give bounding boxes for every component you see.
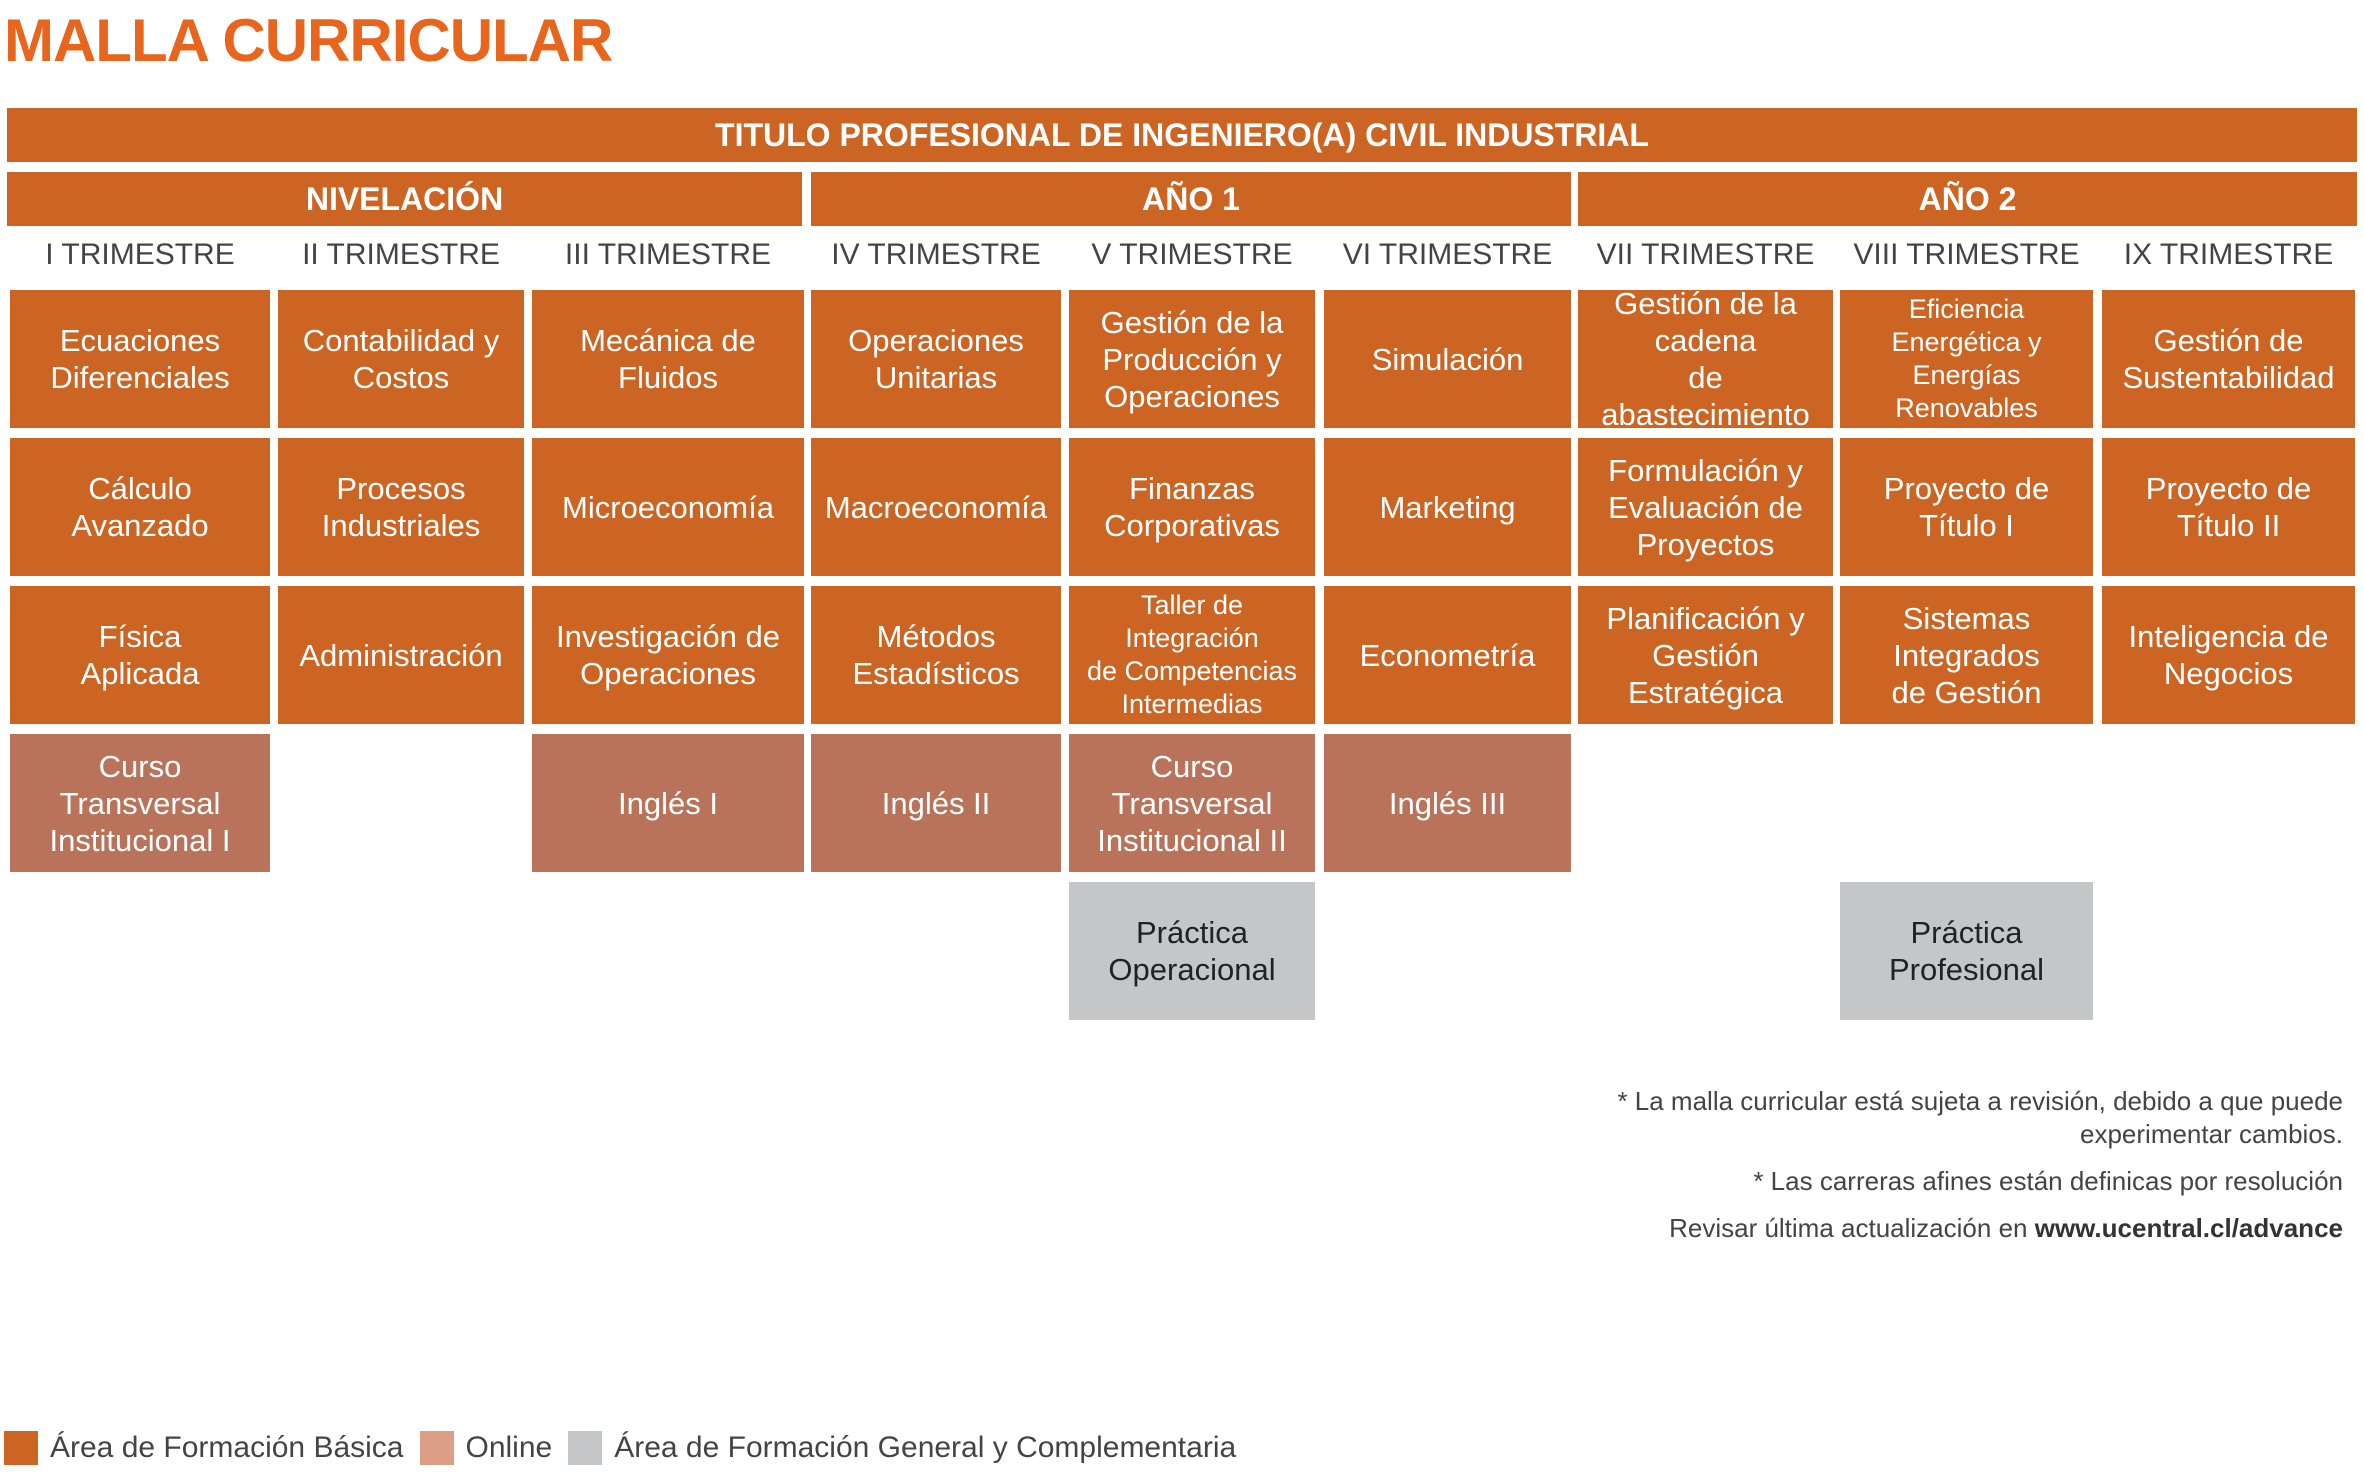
note-resolution: * Las carreras afines están definicas po… [1753, 1166, 2343, 1196]
legend-item-basica: Área de Formación Básica [4, 1431, 404, 1465]
course-formulacion-y-evaluacion-de-proyectos: Formulación y Evaluación de Proyectos [1578, 438, 1833, 576]
course-gestion-de-la-produccion-y-operaciones: Gestión de la Producción y Operaciones [1069, 290, 1315, 428]
course-calculo-avanzado: Cálculo Avanzado [10, 438, 270, 576]
legend-swatch-online [419, 1431, 454, 1465]
course-ingles-iii: Inglés III [1324, 734, 1571, 872]
legend-label-general: Área de Formación General y Complementar… [614, 1431, 1237, 1464]
course-taller-de-integracion-de-competencias-intermedias: Taller de Integración de Competencias In… [1069, 586, 1315, 724]
course-proyecto-de-titulo-i: Proyecto de Título I [1840, 438, 2093, 576]
course-metodos-estadisticos: Métodos Estadísticos [811, 586, 1061, 724]
term-label-2: II TRIMESTRE [302, 238, 500, 271]
course-mecanica-de-fluidos: Mecánica de Fluidos [532, 290, 804, 428]
course-curso-transversal-institucional-ii: Curso Transversal Institucional II [1069, 734, 1315, 872]
course-administracion: Administración [278, 586, 524, 724]
course-curso-transversal-institucional-i: Curso Transversal Institucional I [10, 734, 270, 872]
course-practica-operacional: Práctica Operacional [1069, 882, 1315, 1020]
legend-label-basica: Área de Formación Básica [50, 1431, 404, 1464]
section-header-nivelacion: NIVELACIÓN [7, 172, 802, 226]
course-eficiencia-energetica-y-energias-renovables: Eficiencia Energética y Energías Renovab… [1840, 290, 2093, 428]
term-label-4: IV TRIMESTRE [831, 238, 1041, 271]
legend: Área de Formación Básica Online Área de … [4, 1425, 1252, 1471]
term-label-5: V TRIMESTRE [1091, 238, 1293, 271]
section-header-ano-2: AÑO 2 [1578, 172, 2357, 226]
advance-link[interactable]: www.ucentral.cl/advance [2034, 1213, 2343, 1243]
course-gestion-de-la-cadena-de-abastecimiento: Gestión de la cadena de abastecimiento [1578, 286, 1833, 432]
course-inteligencia-de-negocios: Inteligencia de Negocios [2102, 586, 2355, 724]
term-label-9: IX TRIMESTRE [2123, 238, 2334, 271]
course-fisica-aplicada: Física Aplicada [10, 586, 270, 724]
degree-title-bar: TITULO PROFESIONAL DE INGENIERO(A) CIVIL… [7, 108, 2357, 162]
note-update: Revisar última actualización en www.ucen… [1443, 1212, 2343, 1245]
term-label-8: VIII TRIMESTRE [1853, 238, 2080, 271]
note-update-prefix: Revisar última actualización en [1669, 1213, 2035, 1243]
course-finanzas-corporativas: Finanzas Corporativas [1069, 438, 1315, 576]
course-ingles-i: Inglés I [532, 734, 804, 872]
course-microeconomia: Microeconomía [532, 438, 804, 576]
course-ecuaciones-diferenciales: Ecuaciones Diferenciales [10, 290, 270, 428]
section-header-ano-1: AÑO 1 [811, 172, 1571, 226]
legend-item-general: Área de Formación General y Complementar… [568, 1431, 1236, 1465]
note-revision: * La malla curricular está sujeta a revi… [1617, 1086, 2343, 1149]
course-macroeconomia: Macroeconomía [811, 438, 1061, 576]
course-procesos-industriales: Procesos Industriales [278, 438, 524, 576]
course-simulacion: Simulación [1324, 290, 1571, 428]
course-ingles-ii: Inglés II [811, 734, 1061, 872]
legend-item-online: Online [419, 1431, 553, 1465]
page-title: MALLA CURRICULAR [4, 7, 613, 74]
course-operaciones-unitarias: Operaciones Unitarias [811, 290, 1061, 428]
course-contabilidad-y-costos: Contabilidad y Costos [278, 290, 524, 428]
term-label-6: VI TRIMESTRE [1342, 238, 1553, 271]
notes: * La malla curricular está sujeta a revi… [1443, 1085, 2343, 1259]
course-gestion-de-sustentabilidad: Gestión de Sustentabilidad [2102, 290, 2355, 428]
course-econometria: Econometría [1324, 586, 1571, 724]
term-label-7: VII TRIMESTRE [1596, 238, 1815, 271]
course-marketing: Marketing [1324, 438, 1571, 576]
term-label-3: III TRIMESTRE [564, 238, 772, 271]
course-investigacion-de-operaciones: Investigación de Operaciones [532, 586, 804, 724]
legend-swatch-general [568, 1431, 603, 1465]
legend-label-online: Online [465, 1431, 553, 1464]
course-sistemas-integrados-de-gestion: Sistemas Integrados de Gestión [1840, 586, 2093, 724]
course-practica-profesional: Práctica Profesional [1840, 882, 2093, 1020]
course-planificacion-y-gestion-estrategica: Planificación y Gestión Estratégica [1578, 586, 1833, 724]
course-proyecto-de-titulo-ii: Proyecto de Título II [2102, 438, 2355, 576]
legend-swatch-basica [4, 1431, 38, 1465]
term-label-1: I TRIMESTRE [45, 238, 235, 271]
